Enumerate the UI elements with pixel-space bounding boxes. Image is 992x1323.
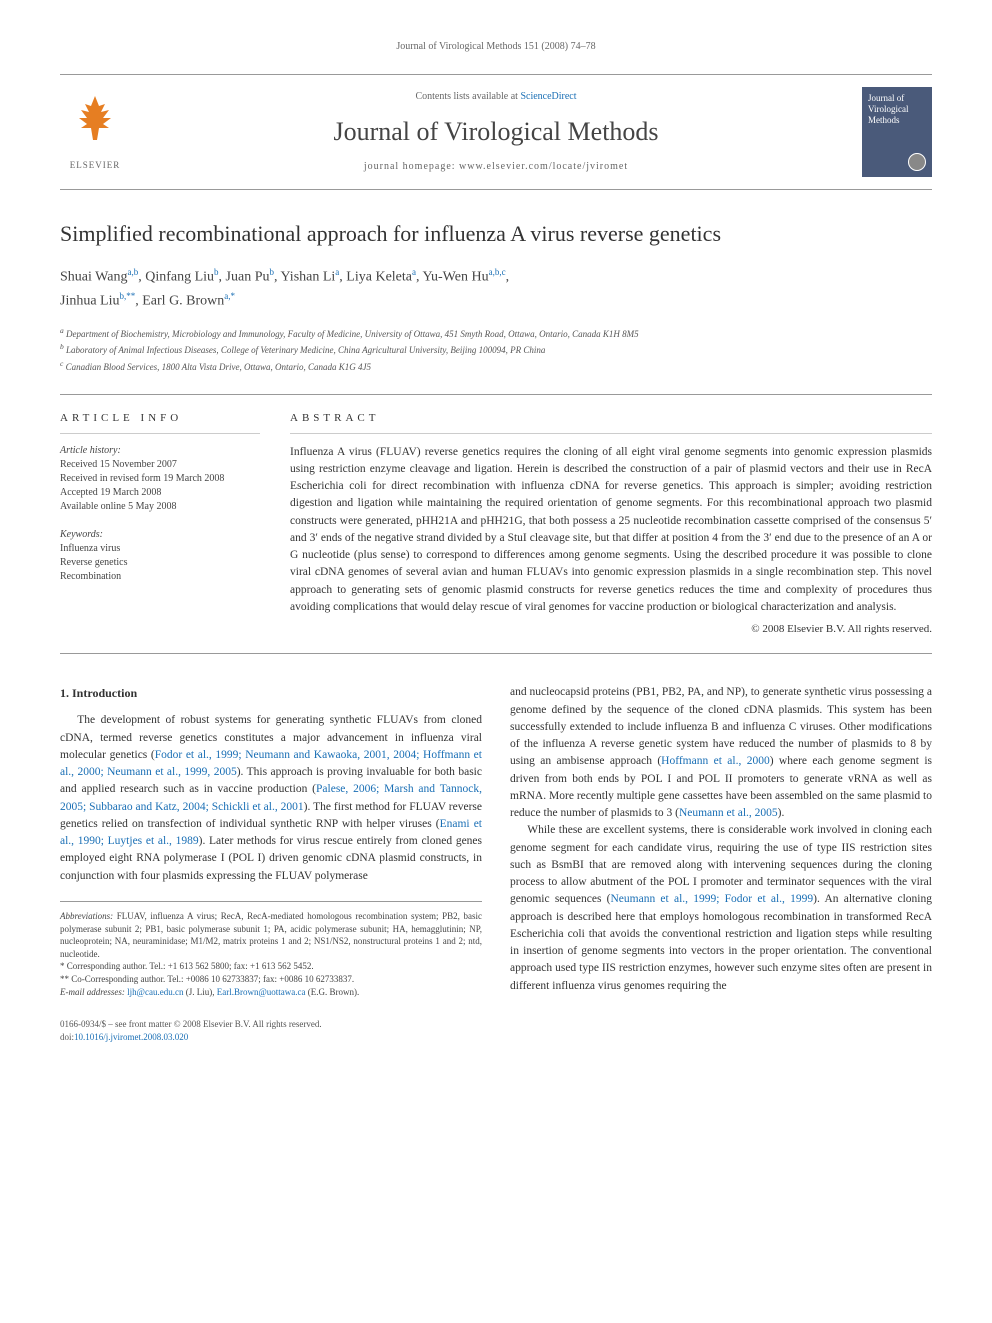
history-label: Article history: (60, 444, 260, 458)
elsevier-label: ELSEVIER (70, 159, 121, 172)
cover-text: Journal of Virological Methods (868, 93, 908, 125)
abbreviations: Abbreviations: FLUAV, influenza A virus;… (60, 910, 482, 960)
affiliation-b: b Laboratory of Animal Infectious Diseas… (60, 341, 932, 358)
doi-line: doi:10.1016/j.jviromet.2008.03.020 (60, 1031, 932, 1044)
contents-line: Contents lists available at ScienceDirec… (130, 90, 862, 104)
journal-cover-thumb: Journal of Virological Methods (862, 87, 932, 177)
abstract-copyright: © 2008 Elsevier B.V. All rights reserved… (290, 622, 932, 637)
citation[interactable]: Neumann et al., 1999; Fodor et al., 1999 (611, 893, 814, 905)
article-info: ARTICLE INFO Article history: Received 1… (60, 411, 260, 637)
affiliation-c: c Canadian Blood Services, 1800 Alta Vis… (60, 358, 932, 375)
running-head: Journal of Virological Methods 151 (2008… (60, 40, 932, 54)
abstract-column: ABSTRACT Influenza A virus (FLUAV) rever… (290, 411, 932, 637)
intro-heading: 1. Introduction (60, 684, 482, 702)
article-history: Article history: Received 15 November 20… (60, 444, 260, 514)
corresponding-2: ** Co-Corresponding author. Tel.: +0086 … (60, 973, 482, 986)
intro-para-3: While these are excellent systems, there… (510, 822, 932, 995)
email-link-2[interactable]: Earl.Brown@uottawa.ca (217, 987, 306, 997)
history-received: Received 15 November 2007 (60, 458, 260, 472)
elsevier-logo: ELSEVIER (60, 92, 130, 172)
affiliations: a Department of Biochemistry, Microbiolo… (60, 325, 932, 375)
elsevier-tree-icon (71, 92, 119, 159)
cover-badge-icon (908, 153, 926, 171)
abstract-text: Influenza A virus (FLUAV) reverse geneti… (290, 444, 932, 617)
citation[interactable]: Hoffmann et al., 2000 (661, 755, 770, 767)
keyword-2: Reverse genetics (60, 556, 260, 570)
citation[interactable]: Neumann et al., 2005 (679, 807, 778, 819)
journal-homepage: journal homepage: www.elsevier.com/locat… (130, 160, 862, 174)
email-addresses: E-mail addresses: ljh@cau.edu.cn (J. Liu… (60, 986, 482, 999)
author-list: Shuai Wanga,b, Qinfang Liub, Juan Pub, Y… (60, 265, 932, 313)
doi-link[interactable]: 10.1016/j.jviromet.2008.03.020 (74, 1032, 188, 1042)
keyword-3: Recombination (60, 570, 260, 584)
footnotes: Abbreviations: FLUAV, influenza A virus;… (60, 901, 482, 998)
sciencedirect-link[interactable]: ScienceDirect (520, 91, 576, 102)
info-abstract-row: ARTICLE INFO Article history: Received 1… (60, 394, 932, 654)
article-info-heading: ARTICLE INFO (60, 411, 260, 433)
front-matter-line: 0166-0934/$ – see front matter © 2008 El… (60, 1018, 932, 1031)
keywords-label: Keywords: (60, 528, 260, 542)
article-title: Simplified recombinational approach for … (60, 220, 932, 249)
corresponding-1: * Corresponding author. Tel.: +1 613 562… (60, 960, 482, 973)
masthead-center: Contents lists available at ScienceDirec… (130, 90, 862, 174)
history-revised: Received in revised form 19 March 2008 (60, 472, 260, 486)
body-columns: 1. Introduction The development of robus… (60, 684, 932, 998)
intro-para-1: The development of robust systems for ge… (60, 712, 482, 885)
history-accepted: Accepted 19 March 2008 (60, 486, 260, 500)
history-online: Available online 5 May 2008 (60, 500, 260, 514)
journal-title: Journal of Virological Methods (130, 114, 862, 150)
intro-para-2: and nucleocapsid proteins (PB1, PB2, PA,… (510, 684, 932, 822)
email-link-1[interactable]: ljh@cau.edu.cn (127, 987, 183, 997)
page-footer: 0166-0934/$ – see front matter © 2008 El… (60, 1018, 932, 1043)
masthead: ELSEVIER Contents lists available at Sci… (60, 74, 932, 190)
keyword-1: Influenza virus (60, 542, 260, 556)
contents-prefix: Contents lists available at (415, 91, 520, 102)
abstract-heading: ABSTRACT (290, 411, 932, 433)
keywords-block: Keywords: Influenza virus Reverse geneti… (60, 528, 260, 584)
affiliation-a: a Department of Biochemistry, Microbiolo… (60, 325, 932, 342)
